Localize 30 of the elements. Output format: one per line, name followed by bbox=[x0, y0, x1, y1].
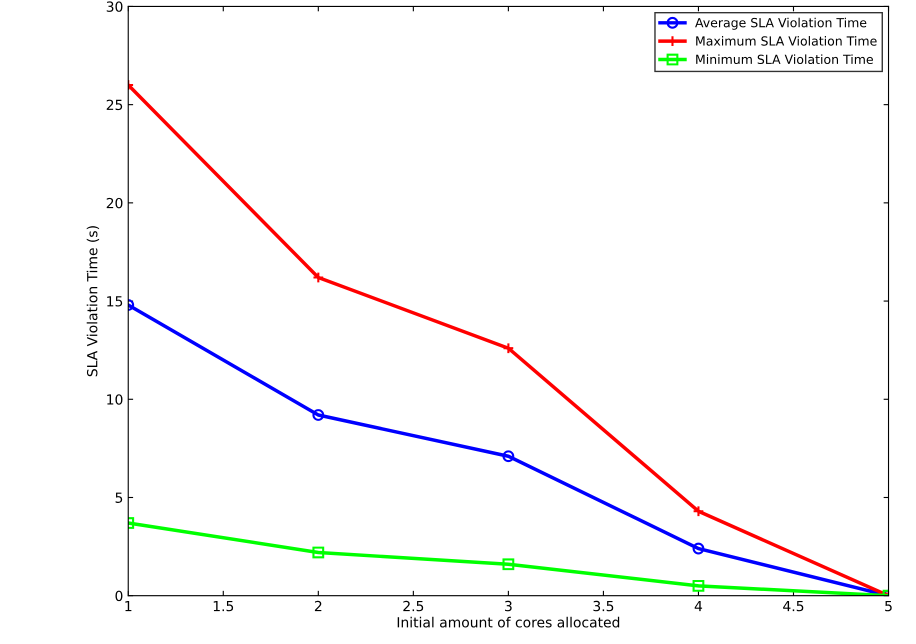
y-axis-title: SLA Violation Time (s) bbox=[86, 226, 100, 376]
x-tick-label: 4 bbox=[694, 600, 702, 612]
point bbox=[692, 505, 704, 518]
point bbox=[312, 272, 324, 284]
x-tick-label: 1 bbox=[125, 600, 132, 612]
point bbox=[502, 558, 514, 570]
point bbox=[502, 342, 514, 354]
x-tick-label: 1.5 bbox=[214, 600, 234, 612]
y-tick-label: 15 bbox=[107, 296, 122, 307]
x-tick-label: 3 bbox=[505, 600, 512, 612]
point bbox=[692, 542, 704, 554]
legend-label: Minimum SLA Violation Time bbox=[696, 54, 873, 64]
y-tick-label: 30 bbox=[106, 1, 122, 12]
y-tick-label: 25 bbox=[106, 100, 122, 110]
y-tick-label: 20 bbox=[106, 198, 122, 208]
point bbox=[502, 450, 514, 462]
y-tick-label: 10 bbox=[107, 394, 122, 405]
y-tick-label: 0 bbox=[115, 590, 122, 602]
x-axis-title: Initial amount of cores allocated bbox=[398, 616, 620, 628]
x-tick-label: 5 bbox=[885, 600, 892, 612]
x-tick-label: 2.5 bbox=[403, 600, 424, 612]
x-tick-label: 2 bbox=[314, 600, 322, 612]
legend-label: Average SLA Violation Time bbox=[695, 18, 866, 30]
legend-label: Maximum SLA Violation Time bbox=[696, 36, 877, 46]
point bbox=[312, 409, 324, 421]
x-tick-label: 3.5 bbox=[593, 600, 614, 612]
point bbox=[692, 580, 704, 592]
x-tick-label: 4.5 bbox=[783, 600, 804, 612]
point bbox=[312, 546, 324, 558]
y-tick-label: 5 bbox=[116, 492, 122, 503]
